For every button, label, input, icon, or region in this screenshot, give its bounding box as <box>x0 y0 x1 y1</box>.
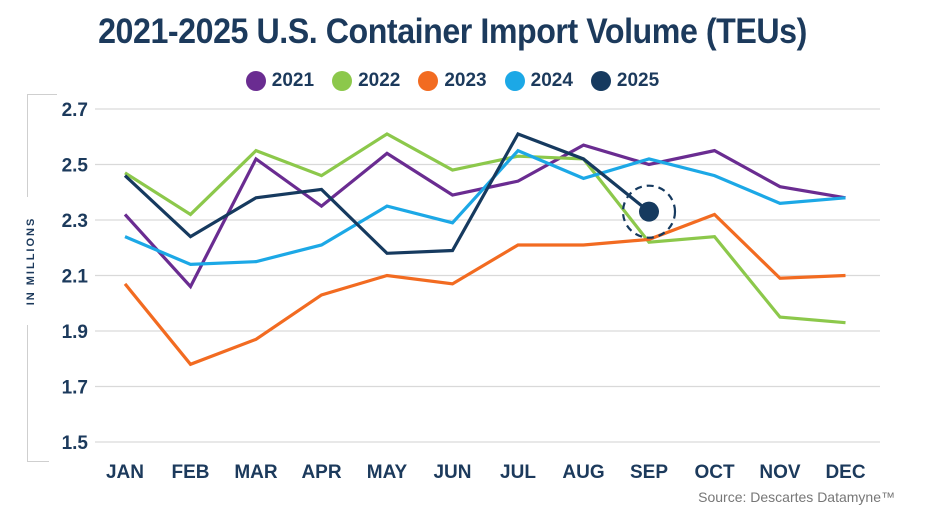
axis-bracket <box>27 461 49 462</box>
x-tick-label: JUL <box>500 462 536 483</box>
legend-label: 2024 <box>530 70 573 91</box>
axis-bracket <box>27 325 28 461</box>
legend-label: 2021 <box>271 70 315 91</box>
legend-swatch <box>332 71 353 91</box>
source-note: Source: Descartes Datamyne™ <box>698 489 895 505</box>
legend-swatch <box>504 71 525 91</box>
y-tick-label: 1.5 <box>62 433 89 454</box>
x-tick-label: APR <box>301 462 341 483</box>
legend-item-2025: 2025 <box>590 70 660 92</box>
x-tick-label: SEP <box>630 462 668 483</box>
y-tick-label: 2.5 <box>62 156 89 177</box>
x-tick-label: AUG <box>562 462 604 483</box>
y-tick-label: 1.7 <box>62 378 88 399</box>
legend: 2021 2022 2023 2024 2025 <box>0 70 905 92</box>
legend-item-2024: 2024 <box>504 70 573 92</box>
y-tick-label: 2.7 <box>62 100 88 121</box>
highlight-marker <box>639 201 659 222</box>
x-tick-label: OCT <box>694 462 735 483</box>
legend-item-2022: 2022 <box>332 70 400 92</box>
x-tick-label: MAY <box>367 462 408 483</box>
series-line-2023 <box>123 212 846 367</box>
legend-label: 2023 <box>444 70 487 91</box>
legend-swatch <box>590 71 611 91</box>
series-line-2024 <box>124 148 846 267</box>
legend-label: 2022 <box>358 70 401 91</box>
legend-item-2021: 2021 <box>245 70 315 92</box>
highlight-ring <box>621 184 677 239</box>
y-tick-label: 2.3 <box>62 211 88 232</box>
chart-title: 2021-2025 U.S. Container Import Volume (… <box>98 12 807 51</box>
series-line-2022 <box>124 132 846 325</box>
x-tick-label: JAN <box>106 462 144 483</box>
axis-bracket <box>27 94 28 197</box>
x-tick-label: JUN <box>433 462 471 483</box>
x-tick-label: FEB <box>172 462 210 483</box>
axis-bracket <box>27 94 57 95</box>
legend-swatch <box>418 71 439 91</box>
y-tick-label: 2.1 <box>62 267 89 288</box>
legend-swatch <box>245 71 266 91</box>
x-tick-label: MAR <box>234 462 278 483</box>
y-tick-label: 1.9 <box>62 322 88 343</box>
series-line-2025 <box>123 131 651 255</box>
x-tick-label: DEC <box>825 462 865 483</box>
legend-label: 2025 <box>616 70 660 91</box>
legend-item-2023: 2023 <box>418 70 487 92</box>
x-tick-label: NOV <box>759 462 801 483</box>
